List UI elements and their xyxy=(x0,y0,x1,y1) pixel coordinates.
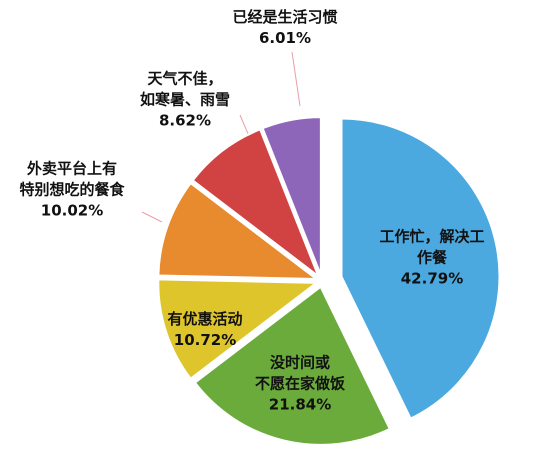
leader-line xyxy=(291,51,301,107)
slice-label: 工作忙，解决工作餐 42.79% xyxy=(379,227,485,290)
pie-slice xyxy=(157,181,320,281)
slice-label: 有优惠活动 10.72% xyxy=(167,309,242,351)
pie-slice xyxy=(157,278,320,381)
category-label: 已经是生活习惯 xyxy=(232,8,338,26)
category-label: 有优惠活动 xyxy=(167,310,243,328)
slice-label: 天气不佳， 如寒暑、雨雪 8.62% xyxy=(140,69,230,132)
category-label: 天气不佳， 如寒暑、雨雪 xyxy=(139,69,231,109)
value-label: 10.02% xyxy=(40,201,104,220)
slice-label: 已经是生活习惯 6.01% xyxy=(232,7,337,49)
value-label: 21.84% xyxy=(268,395,332,414)
pie-slice xyxy=(340,117,501,420)
slice-label: 没时间或 不愿在家做饭 21.84% xyxy=(255,353,345,416)
value-label: 6.01% xyxy=(258,29,312,47)
category-label: 外卖平台上有 特别想吃的餐食 xyxy=(19,159,125,199)
pie-slice xyxy=(261,116,322,276)
value-label: 10.72% xyxy=(173,331,237,349)
category-label: 工作忙，解决工作餐 xyxy=(379,227,485,267)
slice-label: 外卖平台上有 特别想吃的餐食 10.02% xyxy=(19,159,124,222)
category-label: 没时间或 不愿在家做饭 xyxy=(254,353,346,393)
value-label: 42.79% xyxy=(400,269,464,288)
pie-slice xyxy=(191,128,321,280)
leader-line xyxy=(141,211,163,223)
value-label: 8.62% xyxy=(158,111,212,130)
pie-slice xyxy=(193,285,392,446)
